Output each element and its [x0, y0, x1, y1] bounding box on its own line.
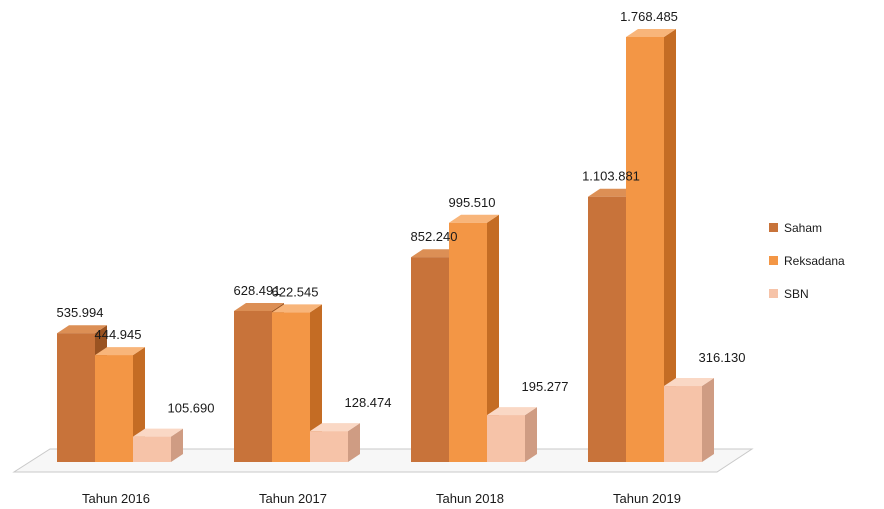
bar-front-face — [272, 312, 310, 462]
bar-top-face — [411, 249, 461, 258]
bar-reksadana-tahun-2016 — [95, 347, 145, 462]
x-tick-label-tahun-2017: Tahun 2017 — [259, 491, 327, 506]
bar-side-face — [525, 407, 537, 462]
x-axis: Tahun 2016 Tahun 2017 Tahun 2018 Tahun 2019 — [82, 491, 681, 506]
data-label-saham-tahun-2016: 535.994 — [57, 305, 104, 320]
floor-plane — [12, 448, 754, 473]
chart-floor — [12, 448, 754, 473]
legend-label: Reksadana — [784, 254, 845, 268]
bar-front-face — [57, 333, 95, 462]
bar-front-face — [664, 386, 702, 462]
bar-top-face — [57, 325, 107, 334]
bar-front-face — [411, 257, 449, 462]
data-label-reksadana-tahun-2016: 444.945 — [95, 327, 142, 342]
x-tick-label-tahun-2019: Tahun 2019 — [613, 491, 681, 506]
data-label-sbn-tahun-2016: 105.690 — [168, 401, 215, 416]
bar-sbn-tahun-2017 — [310, 423, 360, 462]
bar-top-face — [664, 378, 714, 387]
legend: Saham Reksadana SBN — [769, 221, 845, 301]
bar-top-face — [234, 302, 284, 311]
legend-item-saham: Saham — [769, 221, 822, 235]
data-label-saham-tahun-2018: 852.240 — [411, 229, 458, 244]
bar-front-face — [449, 222, 487, 462]
bar-top-face — [133, 428, 183, 437]
x-tick-label-tahun-2016: Tahun 2016 — [82, 491, 150, 506]
bar-top-face — [95, 347, 145, 356]
bar-front-face — [310, 431, 348, 462]
bar-front-face — [588, 196, 626, 462]
bar-reksadana-tahun-2017 — [272, 304, 322, 462]
bar-side-face — [664, 29, 676, 462]
legend-label: SBN — [784, 287, 809, 301]
data-label-saham-tahun-2017: 628.491 — [234, 283, 281, 298]
bar-top-face — [588, 188, 638, 197]
legend-swatch — [769, 289, 778, 298]
legend-item-reksadana: Reksadana — [769, 254, 845, 268]
bar-front-face — [234, 310, 272, 462]
bars — [57, 29, 714, 462]
bar-front-face — [487, 415, 525, 462]
bar-sbn-tahun-2016 — [133, 428, 183, 462]
legend-swatch — [769, 256, 778, 265]
data-label-reksadana-tahun-2018: 995.510 — [449, 195, 496, 210]
bar-top-face — [626, 29, 676, 37]
bar-sbn-tahun-2018 — [487, 407, 537, 462]
data-label-reksadana-tahun-2019: 1.768.485 — [620, 9, 678, 24]
bar-top-face — [449, 214, 499, 223]
bar-side-face — [487, 214, 499, 462]
data-label-saham-tahun-2019: 1.103.881 — [582, 169, 640, 184]
data-label-sbn-tahun-2018: 195.277 — [522, 379, 569, 394]
data-label-sbn-tahun-2019: 316.130 — [699, 350, 746, 365]
bar-front-face — [133, 436, 171, 462]
bar-sbn-tahun-2019 — [664, 378, 714, 462]
bar-side-face — [310, 304, 322, 462]
legend-swatch — [769, 223, 778, 232]
data-label-sbn-tahun-2017: 128.474 — [345, 395, 392, 410]
data-label-reksadana-tahun-2017: 622.545 — [272, 284, 319, 299]
bar-side-face — [171, 428, 183, 462]
legend-item-sbn: SBN — [769, 287, 809, 301]
bar-front-face — [95, 355, 133, 462]
bar-reksadana-tahun-2018 — [449, 214, 499, 462]
x-tick-label-tahun-2018: Tahun 2018 — [436, 491, 504, 506]
bar-side-face — [348, 423, 360, 462]
bar-top-face — [487, 407, 537, 416]
bar-front-face — [626, 37, 664, 462]
bar-reksadana-tahun-2019 — [626, 29, 676, 462]
legend-label: Saham — [784, 221, 822, 235]
bar-top-face — [310, 423, 360, 432]
bar-top-face — [272, 304, 322, 313]
bar-side-face — [702, 378, 714, 462]
